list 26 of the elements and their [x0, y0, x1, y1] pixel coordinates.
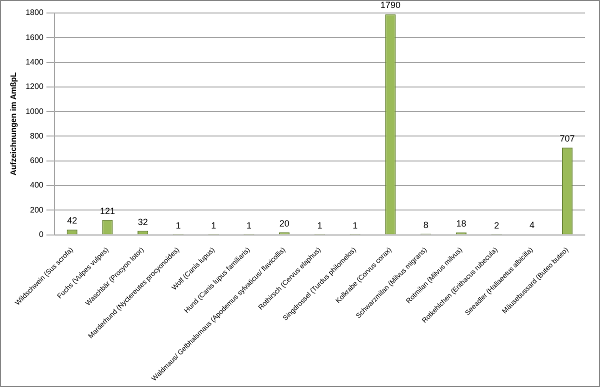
y-tick-label: 800 — [30, 131, 44, 140]
data-label: 42 — [67, 216, 78, 226]
data-label: 121 — [100, 206, 115, 216]
y-tick-label: 0 — [38, 230, 44, 239]
data-label: 2 — [494, 220, 500, 230]
y-axis-title: Aufzeichnungen im AmßpL — [9, 72, 18, 176]
y-tick-label: 400 — [30, 180, 44, 190]
y-tick-label: 1200 — [26, 82, 44, 92]
data-label: 1 — [352, 220, 358, 231]
data-label: 1 — [176, 220, 181, 231]
data-label: 32 — [138, 216, 148, 227]
data-label: 1 — [211, 220, 216, 231]
y-tick-label: 600 — [30, 156, 44, 166]
data-label: 8 — [423, 220, 428, 230]
data-label: 1 — [317, 220, 322, 231]
y-tick-label: 1800 — [26, 8, 44, 18]
y-tick-label: 1000 — [26, 106, 44, 116]
data-label: 1 — [246, 220, 252, 231]
y-tick-label: 1600 — [26, 32, 44, 42]
data-label: 18 — [456, 218, 466, 229]
data-label: 20 — [279, 218, 290, 228]
data-label: 4 — [529, 220, 534, 230]
y-tick-label: 200 — [30, 205, 44, 214]
data-label: 707 — [560, 134, 575, 144]
data-label: 1790 — [380, 0, 400, 10]
y-tick-label: 1400 — [26, 57, 44, 66]
